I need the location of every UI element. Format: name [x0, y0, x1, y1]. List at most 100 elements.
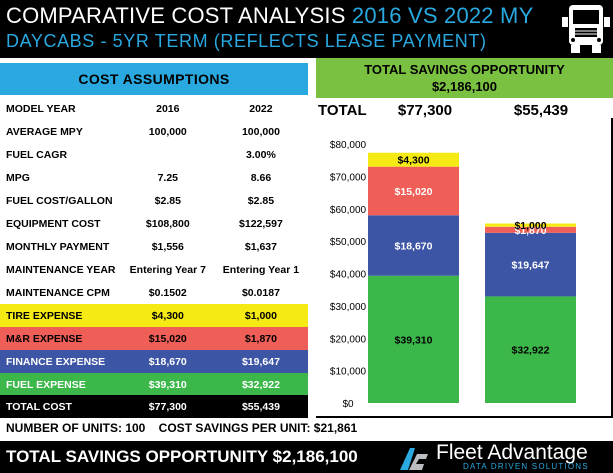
value-2016: $77,300 [148, 400, 187, 413]
bar-segment [485, 296, 576, 403]
page-title: COMPARATIVE COST ANALYSIS 2016 VS 2022 M… [6, 3, 533, 29]
value-2022: 2022 [249, 102, 273, 115]
row-label: MODEL YEAR [6, 102, 76, 115]
row-label: M&R EXPENSE [6, 332, 83, 345]
y-tick-label: $30,000 [330, 302, 367, 313]
row-label: TOTAL COST [6, 400, 72, 413]
units-summary: NUMBER OF UNITS: 100 COST SAVINGS PER UN… [6, 421, 358, 435]
bar-segment [368, 152, 459, 167]
row-label: FUEL COST/GALLON [6, 194, 113, 207]
savings-heading-title: TOTAL SAVINGS OPPORTUNITY [364, 62, 565, 77]
bar-segment [368, 275, 459, 403]
y-tick-label: $70,000 [330, 172, 367, 183]
value-2016: 100,000 [148, 125, 187, 138]
data-label: $39,310 [395, 334, 433, 346]
data-label: $32,922 [512, 345, 550, 357]
table-row: MAINTENANCE CPM $0.1502 $0.0187 [0, 281, 308, 304]
row-label: MAINTENANCE CPM [6, 286, 110, 299]
bar-segment [368, 215, 459, 276]
header-bar [0, 0, 613, 58]
total-label: TOTAL [318, 102, 367, 119]
row-label: MAINTENANCE YEAR [6, 263, 116, 276]
truck-icon [562, 5, 610, 53]
data-label: $15,020 [395, 186, 433, 198]
value-2022: $1,637 [244, 240, 277, 253]
value-2016: $0.1502 [148, 286, 187, 299]
y-tick-label: $50,000 [330, 237, 367, 248]
table-row: M&R EXPENSE $15,020 $1,870 [0, 327, 308, 350]
total-2016-value: $77,300 [397, 102, 453, 119]
footer-bar [0, 441, 613, 473]
table-row: TIRE EXPENSE $4,300 $1,000 [0, 304, 308, 327]
table-row: MPG 7.25 8.66 [0, 166, 308, 189]
bar-segment [368, 166, 459, 216]
y-tick-label: $10,000 [330, 367, 367, 378]
bar-segment [485, 232, 576, 297]
logo-name: Fleet Advantage [436, 441, 588, 464]
chart-frame-right [611, 118, 613, 418]
row-label: FUEL EXPENSE [6, 378, 86, 391]
row-label: MONTHLY PAYMENT [6, 240, 110, 253]
fleet-advantage-logo-icon [400, 448, 428, 470]
row-label: EQUIPMENT COST [6, 217, 101, 230]
data-label: $19,647 [512, 260, 550, 272]
bar-segment [485, 226, 576, 233]
table-row: MAINTENANCE YEAR Entering Year 7 Entering … [0, 258, 308, 281]
value-2016: Entering Year 7 [129, 263, 206, 276]
value-2022: 8.66 [250, 171, 272, 184]
value-2022: $2.85 [247, 194, 275, 207]
row-label: FUEL CAGR [6, 148, 68, 161]
data-label: $1,000 [514, 220, 546, 232]
y-tick-label: $60,000 [330, 205, 367, 216]
y-tick-label: $80,000 [330, 140, 367, 151]
value-2016: 2016 [156, 102, 180, 115]
value-2022: 3.00% [246, 148, 276, 161]
y-tick-label: $40,000 [330, 270, 367, 281]
y-tick-label: $0 [342, 399, 354, 410]
value-2022: $1,000 [244, 309, 277, 322]
value-2022: $122,597 [239, 217, 283, 230]
value-2016: $1,556 [151, 240, 184, 253]
y-tick-label: $20,000 [330, 334, 367, 345]
chart-frame-bottom [316, 416, 613, 418]
bar-segment [485, 223, 576, 227]
table-row: AVERAGE MPY 100,000 100,000 [0, 120, 308, 143]
table-row: EQUIPMENT COST $108,800 $122,597 [0, 212, 308, 235]
row-label: TIRE EXPENSE [6, 309, 83, 322]
row-label: MPG [6, 171, 30, 184]
row-label: FINANCE EXPENSE [6, 355, 106, 368]
value-2022: $1,870 [244, 332, 277, 345]
value-2016: 7.25 [157, 171, 178, 184]
data-label: $1,870 [514, 225, 546, 237]
value-2016: $39,310 [148, 378, 187, 391]
cost-assumptions-heading: COST ASSUMPTIONS [0, 63, 308, 95]
savings-heading: TOTAL SAVINGS OPPORTUNITY $2,186,100 [316, 58, 613, 98]
total-savings-footer: TOTAL SAVINGS OPPORTUNITY $2,186,100 [6, 447, 358, 466]
savings-heading-amount: $2,186,100 [431, 79, 498, 94]
data-label: $18,670 [395, 241, 433, 253]
cost-stacked-bar-chart: $0 $10,000 $20,000 $30,000 $40,000 $50,000 $60… [330, 140, 576, 410]
value-2016: $15,020 [148, 332, 187, 345]
total-2022-value: $55,439 [513, 102, 569, 119]
table-row: FUEL COST/GALLON $2.85 $2.85 [0, 189, 308, 212]
logo-tagline: DATA DRIVEN SOLUTIONS [463, 462, 589, 471]
data-label: $4,300 [397, 155, 429, 167]
table-row: FUEL EXPENSE $39,310 $32,922 [0, 373, 308, 396]
value-2022: $32,922 [241, 378, 280, 391]
value-2022: $55,439 [241, 400, 280, 413]
value-2022: $0.0187 [241, 286, 280, 299]
table-row: TOTAL COST $77,300 $55,439 [0, 395, 308, 418]
value-2022: Entering Year 1 [222, 263, 300, 276]
value-2016: $18,670 [148, 355, 187, 368]
value-2016: $2.85 [154, 194, 181, 207]
title-years: 2016 VS 2022 MY [351, 3, 534, 28]
table-row: MONTHLY PAYMENT $1,556 $1,637 [0, 235, 308, 258]
value-2022: $19,647 [241, 355, 280, 368]
table-row: FINANCE EXPENSE $18,670 $19,647 [0, 350, 308, 373]
value-2022: 100,000 [241, 125, 280, 138]
table-row: FUEL CAGR 3.00% [0, 143, 308, 166]
page-subtitle: DAYCABS - 5YR TERM (REFLECTS LEASE PAYME… [6, 31, 487, 51]
title-main: COMPARATIVE COST ANALYSIS [6, 3, 346, 28]
value-2016: $4,300 [151, 309, 184, 322]
table-row: MODEL YEAR 2016 2022 [0, 97, 308, 120]
